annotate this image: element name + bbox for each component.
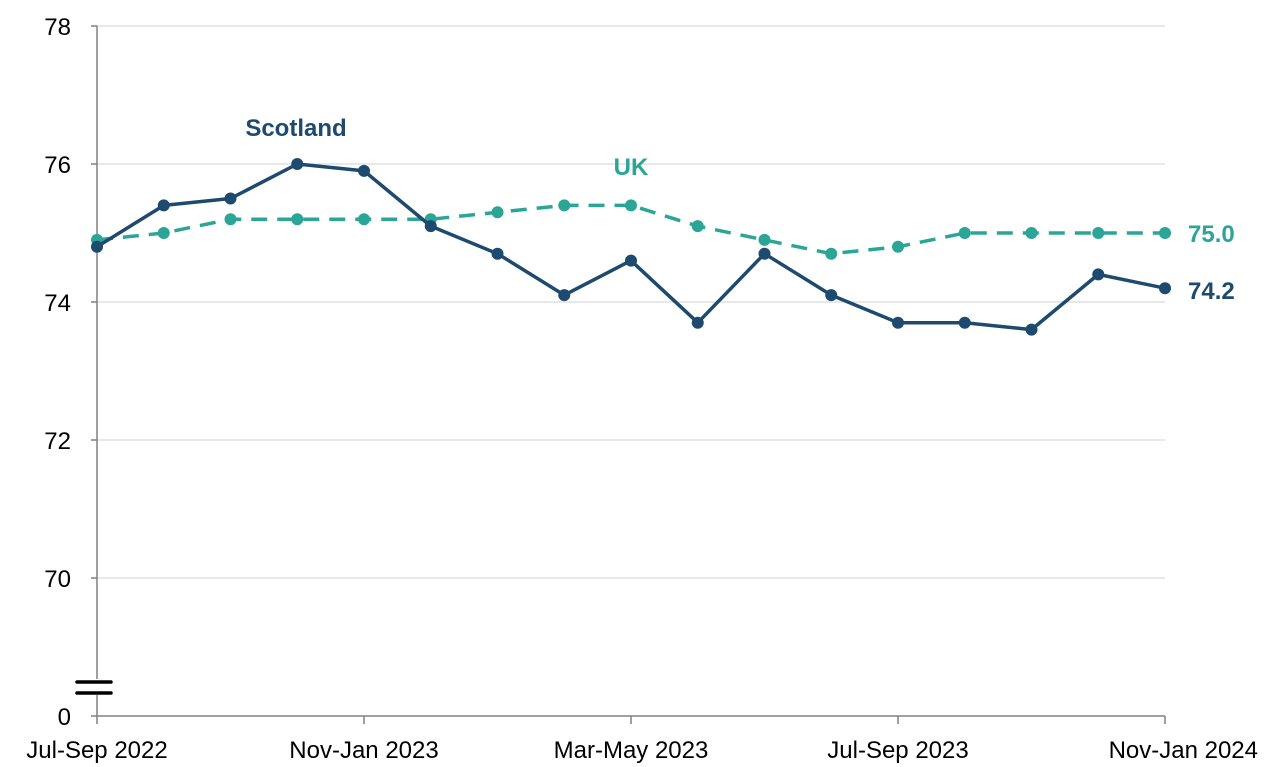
y-tick-label: 76 xyxy=(44,152,71,179)
y-tick-label: 72 xyxy=(44,428,71,455)
data-point-scotland xyxy=(491,247,504,260)
x-tick-label: Nov-Jan 2024 xyxy=(1109,737,1258,764)
data-point-scotland xyxy=(1159,282,1171,295)
y-tick-label: 78 xyxy=(44,14,71,41)
data-point-uk xyxy=(1092,227,1105,239)
end-label-scotland: 74.2 xyxy=(1188,278,1235,305)
series-line-scotland xyxy=(96,162,1166,332)
data-point-scotland xyxy=(958,316,971,329)
data-point-scotland xyxy=(892,316,904,329)
data-point-scotland xyxy=(358,164,370,177)
data-point-scotland xyxy=(1092,268,1105,281)
data-point-uk xyxy=(157,227,170,239)
data-point-uk xyxy=(958,227,971,239)
data-point-uk xyxy=(491,206,504,219)
data-point-uk xyxy=(1159,227,1171,239)
y-tick-label: 70 xyxy=(44,566,71,593)
data-point-uk xyxy=(758,233,771,246)
series-label-scotland: Scotland xyxy=(245,115,346,142)
series-line-uk xyxy=(96,203,1165,256)
data-point-scotland xyxy=(825,289,838,302)
axis-break-icon xyxy=(75,679,119,695)
data-point-scotland xyxy=(91,240,103,253)
data-point-uk xyxy=(291,213,304,226)
data-point-uk xyxy=(358,213,370,226)
data-point-uk xyxy=(892,240,904,253)
data-point-scotland xyxy=(291,158,304,170)
y-tick-label: 0 xyxy=(58,704,71,731)
data-point-scotland xyxy=(224,192,237,205)
x-tick-label: Jul-Sep 2023 xyxy=(827,737,968,764)
data-point-scotland xyxy=(691,316,704,329)
axes: 0 70 72 74 76 78 Jul-Sep 2022 Nov-Jan 2023 Mar-M… xyxy=(26,14,1258,764)
labels: Scotland UK 75.0 74.2 xyxy=(245,115,1234,305)
x-tick-label: Mar-May 2023 xyxy=(554,737,709,764)
grid-lines xyxy=(97,25,1165,579)
x-tick-label: Nov-Jan 2023 xyxy=(289,737,438,764)
data-point-scotland xyxy=(558,289,571,302)
data-point-scotland xyxy=(625,254,637,267)
data-point-scotland xyxy=(758,247,771,260)
data-point-uk xyxy=(558,199,571,212)
end-label-uk: 75.0 xyxy=(1188,221,1235,248)
series-label-uk: UK xyxy=(614,154,649,181)
data-point-uk xyxy=(1025,227,1038,239)
data-point-uk xyxy=(625,199,637,212)
y-tick-label: 74 xyxy=(44,290,71,317)
data-point-scotland xyxy=(157,199,170,212)
data-point-scotland xyxy=(424,220,437,233)
data-point-uk xyxy=(224,213,237,226)
data-point-uk xyxy=(691,220,704,233)
series xyxy=(91,158,1171,336)
data-point-uk xyxy=(825,247,838,260)
x-tick-label: Jul-Sep 2022 xyxy=(26,737,167,764)
data-point-scotland xyxy=(1025,323,1038,336)
